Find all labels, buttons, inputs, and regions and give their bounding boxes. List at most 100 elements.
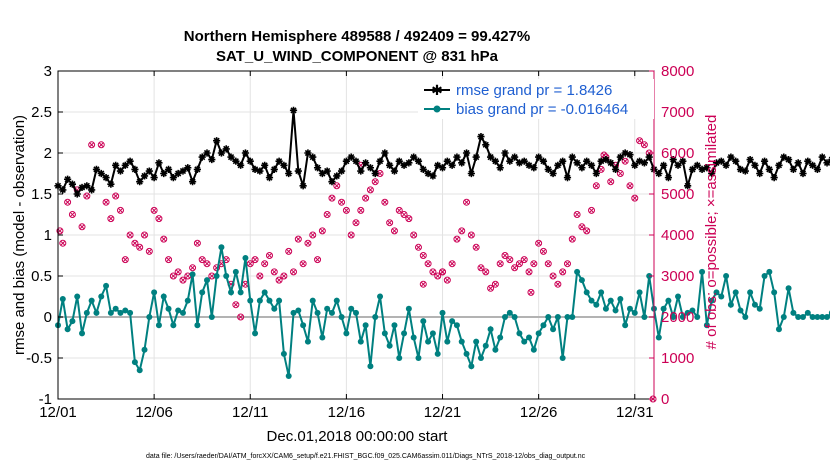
obs-possible-marker: [448, 260, 456, 268]
bias-point: [179, 309, 186, 316]
obs-possible-marker: [116, 206, 124, 214]
obs-possible-marker: [419, 252, 427, 259]
rmse-point: [607, 159, 615, 167]
legend-bias-label: bias grand pr = -0.016464: [456, 101, 628, 118]
left-tick-label: 0.5: [31, 268, 52, 285]
rmse-point: [746, 155, 754, 164]
obs-assimilated-marker: [555, 281, 561, 287]
obs-assimilated-marker: [463, 199, 470, 205]
x-tick-label: 12/16: [328, 404, 366, 421]
rmse-point: [299, 182, 307, 190]
rmse-point: [73, 190, 81, 198]
rmse-point: [265, 174, 274, 182]
right-tick-label: 4000: [661, 227, 694, 244]
right-tick-label: 3000: [661, 268, 694, 285]
left-tick-label: 2.5: [31, 104, 52, 121]
obs-assimilated-marker: [574, 211, 580, 218]
rmse-point: [112, 161, 120, 169]
obs-possible-marker: [443, 276, 451, 284]
obs-possible-marker: [362, 194, 370, 202]
rmse-point: [717, 157, 725, 165]
bias-point: [747, 289, 754, 296]
obs-assimilated-marker: [459, 228, 465, 234]
obs-assimilated-marker: [334, 183, 340, 189]
obs-possible-marker: [463, 198, 471, 206]
obs-possible-marker: [563, 260, 571, 268]
obs-possible-marker: [405, 215, 413, 223]
obs-possible-marker: [136, 243, 144, 251]
obs-possible-marker: [501, 252, 509, 259]
rmse-point: [583, 157, 591, 165]
rmse-point: [520, 157, 528, 165]
rmse-point: [405, 159, 413, 167]
obs-assimilated-marker: [497, 261, 503, 267]
obs-assimilated-marker: [579, 224, 585, 230]
rmse-point: [280, 161, 288, 169]
bias-point: [655, 334, 662, 341]
obs-assimilated-marker: [468, 232, 474, 238]
rmse-point: [530, 164, 538, 172]
bias-point: [98, 293, 105, 300]
rmse-point: [458, 159, 466, 167]
right-tick-label: 0: [661, 391, 669, 408]
obs-assimilated-marker: [286, 248, 292, 254]
rmse-point: [765, 165, 773, 173]
obs-possible-marker: [165, 256, 173, 264]
obs-assimilated-marker: [252, 257, 258, 263]
rmse-point: [198, 153, 206, 161]
bias-point: [617, 295, 624, 302]
bias-point: [530, 346, 537, 353]
bias-point: [540, 322, 547, 329]
right-tick-label: 8000: [661, 63, 694, 80]
obs-assimilated-marker: [281, 273, 287, 279]
bias-point: [502, 314, 508, 320]
obs-assimilated-marker: [141, 232, 148, 238]
obs-possible-marker: [64, 198, 72, 206]
obs-possible-marker: [342, 206, 350, 214]
rmse-point: [289, 106, 298, 114]
obs-possible-marker: [121, 256, 129, 264]
rmse-point: [270, 165, 278, 173]
obs-possible-marker: [621, 157, 629, 165]
rmse-point: [121, 161, 129, 169]
rmse-point: [227, 153, 235, 161]
rmse-point: [342, 157, 350, 165]
obs-assimilated-marker: [233, 302, 239, 308]
rmse-point: [568, 153, 576, 161]
obs-assimilated-marker: [449, 261, 455, 267]
obs-possible-marker: [112, 192, 120, 200]
rmse-point: [323, 167, 331, 175]
rmse-point: [366, 164, 375, 172]
obs-assimilated-marker: [218, 261, 224, 267]
rmse-point: [448, 161, 456, 169]
x-tick-label: 12/21: [424, 404, 462, 421]
bias-point: [492, 346, 499, 353]
rmse-point: [313, 164, 322, 172]
obs-possible-marker: [280, 272, 288, 280]
rmse-point: [410, 153, 418, 161]
rmse-point: [655, 169, 663, 178]
rmse-point: [660, 161, 668, 169]
bias-point: [381, 330, 388, 337]
rmse-point: [285, 169, 293, 178]
rmse-point: [626, 151, 634, 159]
bias-point: [357, 338, 364, 345]
bias-point: [237, 289, 244, 296]
right-axis-label: # of obs: o=possible; ×=assimilated: [703, 115, 720, 350]
right-tick-label: 6000: [661, 145, 694, 162]
rmse-point: [775, 161, 783, 169]
obs-assimilated-marker: [60, 240, 66, 246]
x-tick-label: 12/26: [520, 404, 558, 421]
obs-assimilated-marker: [132, 240, 138, 246]
right-tick-label: 2000: [661, 309, 694, 326]
obs-possible-marker: [549, 272, 557, 280]
bias-point: [780, 314, 787, 320]
rmse-point: [482, 141, 490, 149]
x-tick-label: 12/11: [232, 404, 268, 421]
obs-possible-marker: [554, 280, 562, 288]
bias-point: [295, 307, 302, 314]
obs-possible-marker: [636, 137, 644, 145]
obs-possible-marker: [410, 231, 418, 239]
obs-assimilated-marker: [391, 228, 398, 234]
rmse-point: [535, 153, 543, 161]
